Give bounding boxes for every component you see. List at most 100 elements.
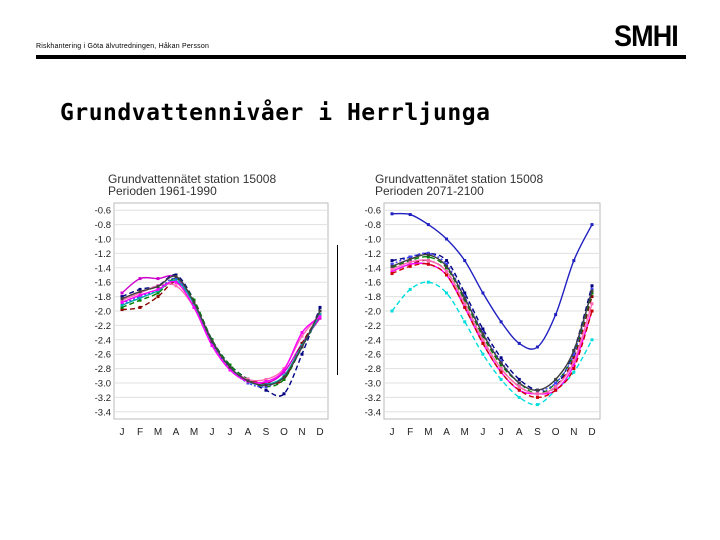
smhi-logo: SMHI [614, 20, 679, 53]
series-point [445, 262, 449, 266]
series-point [390, 259, 394, 263]
series-point [120, 308, 124, 312]
series-point [138, 277, 142, 281]
y-tick-label: -1.4 [365, 263, 381, 274]
series-point [192, 300, 196, 304]
series-point [445, 259, 449, 263]
series-point [408, 255, 412, 259]
series-point [463, 320, 467, 324]
series-point [390, 212, 394, 216]
series-point [445, 264, 449, 268]
x-tick-label: F [407, 427, 413, 438]
series-point [300, 334, 304, 338]
y-tick-label: -2.0 [365, 307, 381, 318]
series-point [590, 284, 594, 288]
y-tick-label: -1.6 [95, 278, 111, 289]
series-point [282, 368, 286, 372]
series-line-5 [391, 256, 593, 395]
y-tick-label: -3.0 [95, 379, 111, 390]
series-point [426, 262, 430, 266]
series-point [192, 298, 196, 302]
y-tick-label: -2.8 [95, 364, 111, 375]
series-point [572, 356, 576, 360]
y-tick-label: -2.2 [365, 321, 381, 332]
series-point [499, 320, 503, 324]
series-point [138, 290, 142, 294]
series-point [517, 341, 521, 345]
x-tick-label: A [516, 427, 523, 438]
series-point [481, 327, 485, 331]
y-tick-label: -2.8 [365, 364, 381, 375]
series-line-10 [391, 263, 593, 399]
series-point [192, 305, 196, 309]
y-tick-label: -2.4 [365, 335, 381, 346]
series-point [572, 349, 576, 353]
series-point [318, 305, 322, 309]
series-line-1 [391, 212, 593, 350]
series-point [481, 291, 485, 295]
series-point [318, 315, 322, 319]
series-line-9 [121, 275, 321, 386]
series-point [390, 269, 394, 273]
x-tick-label: J [499, 427, 504, 438]
vertical-separator [337, 245, 338, 375]
series-point [445, 237, 449, 241]
y-tick-label: -1.4 [95, 263, 111, 274]
series-point [264, 388, 268, 392]
series-point [300, 331, 304, 335]
y-tick-label: -0.6 [95, 206, 111, 217]
series-point [481, 338, 485, 342]
x-tick-label: N [298, 427, 305, 438]
series-point [210, 341, 214, 345]
x-tick-label: M [190, 427, 198, 438]
series-point [390, 264, 394, 268]
series-point [120, 300, 124, 304]
series-point [499, 377, 503, 381]
series-point [572, 259, 576, 263]
series-point [264, 380, 268, 384]
chart-title: Grundvattennätet station 15008 [108, 172, 276, 186]
series-point [590, 338, 594, 342]
y-tick-label: -1.6 [365, 278, 381, 289]
series-point [445, 273, 449, 277]
x-tick-label: M [424, 427, 432, 438]
y-tick-label: -3.0 [365, 379, 381, 390]
y-tick-label: -0.8 [95, 220, 111, 231]
series-point [156, 287, 160, 291]
series-point [174, 284, 178, 288]
series-line-7 [391, 259, 593, 395]
series-point [481, 352, 485, 356]
series-point [517, 377, 521, 381]
series-point [318, 309, 322, 313]
y-tick-label: -3.2 [365, 393, 381, 404]
series-point [120, 295, 124, 299]
x-tick-label: D [316, 427, 323, 438]
x-tick-label: O [552, 427, 560, 438]
series-point [120, 291, 124, 295]
y-tick-label: -2.0 [95, 307, 111, 318]
series-point [156, 295, 160, 299]
x-tick-label: D [588, 427, 595, 438]
series-point [138, 287, 142, 291]
series-point [282, 375, 286, 379]
slide-title: Grundvattennivåer i Herrljunga [60, 100, 491, 126]
series-point [138, 305, 142, 309]
series-point [210, 339, 214, 343]
series-point [282, 392, 286, 396]
series-point [463, 291, 467, 295]
x-tick-label: O [280, 427, 288, 438]
y-tick-label: -2.6 [365, 350, 381, 361]
x-tick-label: M [154, 427, 162, 438]
series-point [590, 289, 594, 293]
series-point [228, 368, 232, 372]
series-point [282, 377, 286, 381]
series-point [174, 274, 178, 278]
series-point [408, 287, 412, 291]
y-tick-label: -2.6 [95, 350, 111, 361]
series-point [463, 302, 467, 306]
x-tick-label: A [245, 427, 252, 438]
y-tick-label: -1.0 [95, 235, 111, 246]
series-point [390, 262, 394, 266]
series-point [426, 255, 430, 259]
